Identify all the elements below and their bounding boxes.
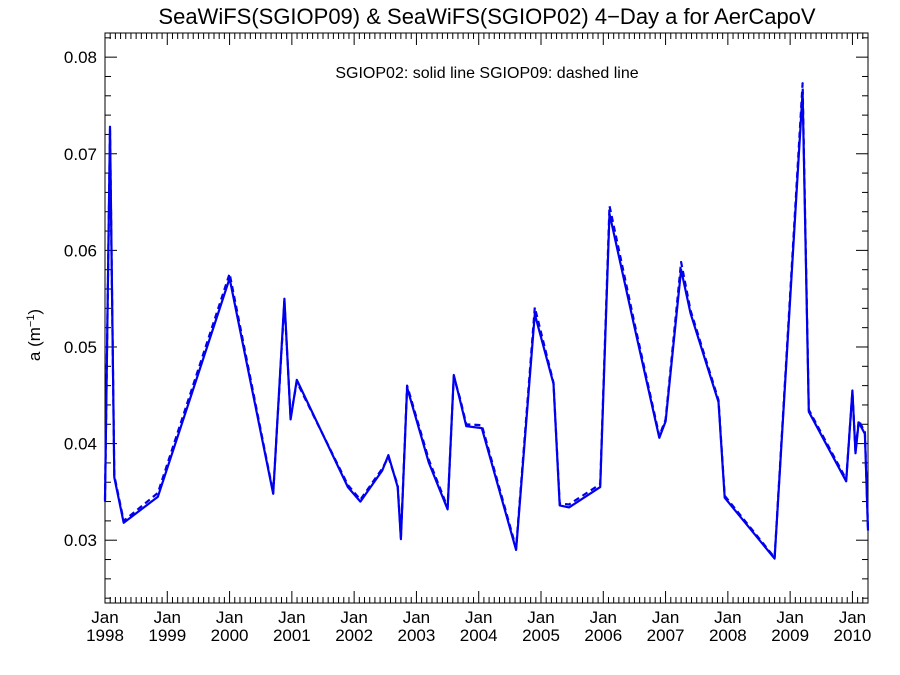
x-tick-label-year: 2010: [834, 626, 872, 645]
x-tick-label-month: Jan: [590, 608, 617, 627]
y-tick-label: 0.04: [64, 435, 97, 454]
x-tick-label-month: Jan: [465, 608, 492, 627]
x-tick-label-month: Jan: [776, 608, 803, 627]
y-axis-label-main: a (m: [25, 327, 44, 361]
x-tick-label-year: 2001: [273, 626, 311, 645]
y-tick-label: 0.08: [64, 48, 97, 67]
x-tick-label-year: 2006: [584, 626, 622, 645]
x-tick-label-year: 2007: [647, 626, 685, 645]
x-tick-label-month: Jan: [527, 608, 554, 627]
x-tick-label-year: 2003: [398, 626, 436, 645]
x-tick-label-month: Jan: [403, 608, 430, 627]
x-tick-label-year: 2000: [211, 626, 249, 645]
x-tick-label-month: Jan: [714, 608, 741, 627]
x-tick-label-month: Jan: [839, 608, 866, 627]
y-tick-label: 0.07: [64, 145, 97, 164]
x-tick-label-month: Jan: [278, 608, 305, 627]
series-line-sgiop09: [103, 82, 870, 559]
chart-title: SeaWiFS(SGIOP09) & SeaWiFS(SGIOP02) 4−Da…: [158, 4, 816, 29]
y-axis-label-close: ): [25, 309, 44, 315]
y-axis-label-exponent: −1: [25, 315, 37, 328]
series-layer: [103, 82, 870, 560]
y-tick-label: 0.03: [64, 531, 97, 550]
x-tick-label-month: Jan: [652, 608, 679, 627]
axis-ticks: [104, 33, 869, 603]
line-style-note: SGIOP02: solid line SGIOP09: dashed line: [335, 65, 638, 82]
x-tick-label-month: Jan: [91, 608, 118, 627]
series-line-sgiop02: [103, 90, 870, 560]
x-tick-label-year: 2009: [771, 626, 809, 645]
x-tick-label-year: 1999: [148, 626, 186, 645]
axis-tick-labels: 0.030.040.050.060.070.08Jan1998Jan1999Ja…: [64, 48, 871, 645]
x-tick-label-year: 2002: [335, 626, 373, 645]
y-tick-label: 0.05: [64, 338, 97, 357]
y-tick-label: 0.06: [64, 241, 97, 260]
plot-frame: [104, 32, 869, 604]
x-tick-label-month: Jan: [154, 608, 181, 627]
x-tick-label-year: 2008: [709, 626, 747, 645]
x-tick-label-month: Jan: [340, 608, 367, 627]
x-tick-label-year: 2004: [460, 626, 498, 645]
x-tick-label-month: Jan: [216, 608, 243, 627]
x-tick-label-year: 1998: [86, 626, 124, 645]
y-axis-label: a (m−1): [25, 309, 44, 361]
x-tick-label-year: 2005: [522, 626, 560, 645]
